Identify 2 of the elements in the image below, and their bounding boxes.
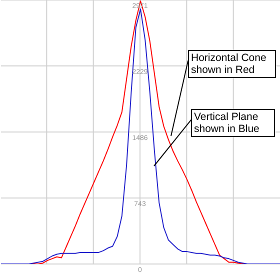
annotation: Horizontal Cone shown in Red bbox=[188, 50, 276, 78]
annotation: Vertical Plane shown in Blue bbox=[191, 109, 275, 137]
